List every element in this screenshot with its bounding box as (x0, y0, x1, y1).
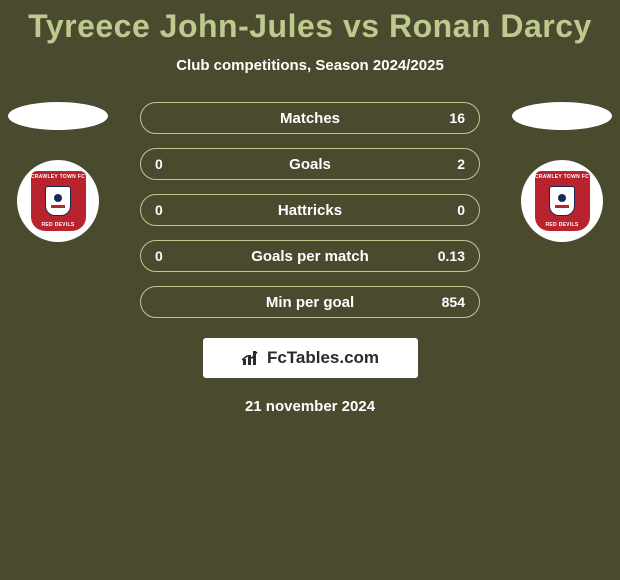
badge-top-text: CRAWLEY TOWN FC (535, 174, 589, 180)
stat-right-value: 16 (449, 110, 465, 126)
stat-label: Goals (289, 156, 331, 173)
stat-label: Hattricks (278, 202, 342, 219)
stat-right-value: 2 (457, 156, 465, 172)
stat-row-goals-per-match: 0 Goals per match 0.13 (140, 240, 480, 272)
stat-left-value: 0 (155, 156, 163, 172)
page-title: Tyreece John-Jules vs Ronan Darcy (0, 0, 620, 45)
club-badge-left: CRAWLEY TOWN FC RED DEVILS (17, 160, 99, 242)
stat-row-matches: Matches 16 (140, 102, 480, 134)
stat-label: Matches (280, 110, 340, 127)
player-silhouette-right (512, 102, 612, 130)
stat-right-value: 0 (457, 202, 465, 218)
stat-left-value: 0 (155, 202, 163, 218)
badge-bottom-text: RED DEVILS (545, 222, 578, 228)
stats-table: Matches 16 0 Goals 2 0 Hattricks 0 0 Goa… (140, 102, 480, 318)
badge-shield-icon (45, 186, 71, 216)
brand-text: FcTables.com (267, 348, 379, 368)
stat-row-hattricks: 0 Hattricks 0 (140, 194, 480, 226)
bar-chart-icon (241, 349, 261, 367)
stat-right-value: 854 (442, 294, 465, 310)
date-label: 21 november 2024 (0, 398, 620, 415)
badge-shield-icon (549, 186, 575, 216)
badge-bottom-text: RED DEVILS (41, 222, 74, 228)
player-silhouette-left (8, 102, 108, 130)
player-left-column: CRAWLEY TOWN FC RED DEVILS (8, 102, 108, 242)
stat-label: Goals per match (251, 248, 369, 265)
comparison-area: CRAWLEY TOWN FC RED DEVILS CRAWLEY TOWN … (0, 102, 620, 415)
stat-row-min-per-goal: Min per goal 854 (140, 286, 480, 318)
subtitle: Club competitions, Season 2024/2025 (0, 57, 620, 74)
stat-label: Min per goal (266, 294, 354, 311)
stat-left-value: 0 (155, 248, 163, 264)
brand-attribution[interactable]: FcTables.com (203, 338, 418, 378)
badge-top-text: CRAWLEY TOWN FC (31, 174, 85, 180)
stat-row-goals: 0 Goals 2 (140, 148, 480, 180)
player-right-column: CRAWLEY TOWN FC RED DEVILS (512, 102, 612, 242)
club-badge-right: CRAWLEY TOWN FC RED DEVILS (521, 160, 603, 242)
stat-right-value: 0.13 (438, 248, 465, 264)
